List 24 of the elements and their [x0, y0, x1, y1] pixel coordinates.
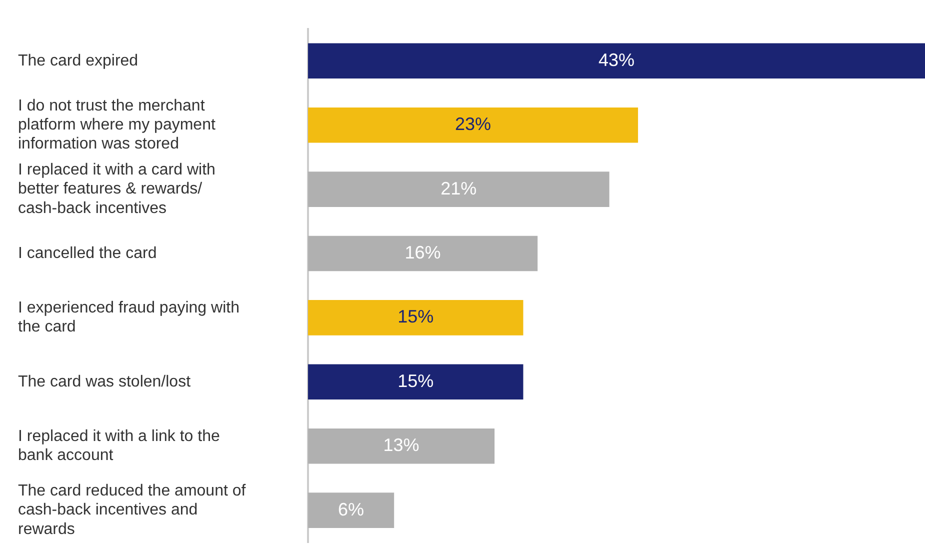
- bar: [308, 43, 925, 79]
- data-label: 6%: [338, 499, 364, 520]
- bar: [308, 172, 610, 207]
- bar: [308, 107, 638, 143]
- bar: [308, 300, 524, 336]
- bar: [308, 364, 524, 400]
- data-label: 43%: [598, 50, 635, 70]
- bar: [308, 236, 538, 272]
- y-tick-label: I cancelled the card: [18, 244, 157, 262]
- data-label: 21%: [440, 178, 477, 198]
- y-tick-label: The card reduced the amount of cash-back incentives and rewards: [18, 482, 246, 538]
- data-label: 16%: [404, 242, 441, 262]
- data-label: 13%: [383, 435, 420, 456]
- bar: [308, 428, 495, 464]
- y-tick-label: I replaced it with a card with better features & rewards/ cash-back incentives: [18, 162, 216, 217]
- y-tick-label: I experienced fraud paying with the card: [18, 300, 240, 336]
- data-label: 15%: [398, 306, 434, 327]
- bar: [308, 492, 394, 528]
- data-label: 15%: [398, 370, 434, 391]
- data-label: 23%: [454, 114, 492, 134]
- y-tick-label: The card was stolen/lost: [18, 373, 192, 390]
- y-tick-label: The card expired: [18, 52, 138, 70]
- y-tick-label: I do not trust the merchant platform where my payment information was stored: [18, 97, 216, 153]
- y-tick-label: I replaced it with a link to the bank account: [18, 428, 220, 464]
